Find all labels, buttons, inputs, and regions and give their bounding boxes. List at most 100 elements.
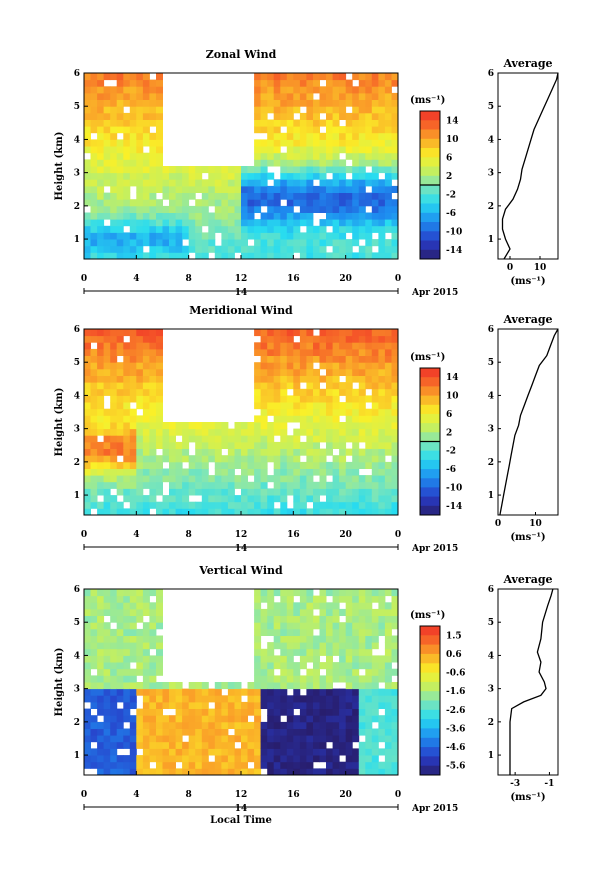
heatmap-cell xyxy=(136,388,144,396)
heatmap-cell xyxy=(352,508,360,516)
heatmap-cell xyxy=(365,622,373,630)
heatmap-cell xyxy=(293,232,301,240)
heatmap-cell xyxy=(136,335,144,343)
heatmap-cell xyxy=(306,219,314,227)
heatmap-cell xyxy=(313,662,320,670)
heatmap-cell xyxy=(313,688,320,696)
heatmap-cell xyxy=(352,608,360,616)
heatmap-cell xyxy=(97,501,105,509)
heatmap-cell xyxy=(162,172,170,180)
heatmap-cell xyxy=(208,488,216,496)
heatmap-cell xyxy=(391,668,399,676)
heatmap-cell xyxy=(182,185,190,193)
heatmap-cell xyxy=(299,388,307,396)
heatmap-cell xyxy=(273,508,281,516)
heatmap-cell xyxy=(384,761,392,769)
heatmap-cell xyxy=(345,329,353,337)
heatmap-cell xyxy=(116,172,124,180)
heatmap-cell xyxy=(129,755,137,763)
heatmap-cell xyxy=(129,99,137,107)
heatmap-cell xyxy=(358,86,366,94)
heatmap-cell xyxy=(247,721,255,729)
heatmap-cell xyxy=(371,461,379,469)
heatmap-cell xyxy=(286,368,294,376)
colorbar-tick-label: 0.6 xyxy=(446,650,462,660)
heatmap-cell xyxy=(90,448,98,456)
heatmap-cell xyxy=(339,668,347,676)
heatmap-cell xyxy=(339,728,347,736)
heatmap-cell xyxy=(136,728,144,736)
heatmap-cell xyxy=(332,595,340,603)
heatmap-cell xyxy=(227,179,235,187)
heatmap-cell xyxy=(221,239,229,247)
heatmap-cell xyxy=(84,185,91,193)
heatmap-cell xyxy=(149,219,157,227)
heatmap-cell xyxy=(299,595,307,603)
heatmap-cell xyxy=(306,608,314,616)
heatmap-cell xyxy=(156,441,163,449)
heatmap-cell xyxy=(142,655,150,663)
heatmap-cell xyxy=(352,501,360,509)
heatmap-cell xyxy=(156,635,163,643)
heatmap-cell xyxy=(352,448,360,456)
x-tick-label: 20 xyxy=(339,530,352,540)
heatmap-cell xyxy=(254,448,262,456)
profile-y-tick-label: 6 xyxy=(488,69,494,79)
heatmap-cell xyxy=(142,715,150,723)
heatmap-cell xyxy=(332,86,340,94)
heatmap-cell xyxy=(384,245,392,253)
heatmap-cell xyxy=(221,728,229,736)
heatmap-cell xyxy=(391,362,399,370)
heatmap-cell xyxy=(273,715,281,723)
heatmap-cell xyxy=(129,741,137,749)
heatmap-cell xyxy=(384,608,392,616)
heatmap-cell xyxy=(254,225,262,233)
heatmap-cell xyxy=(169,232,176,240)
heatmap-cell xyxy=(162,428,170,436)
heatmap-cell xyxy=(175,448,183,456)
heatmap-cell xyxy=(129,73,137,81)
heatmap-cell xyxy=(182,755,190,763)
heatmap-cell xyxy=(116,608,124,616)
heatmap-cell xyxy=(326,715,333,723)
heatmap-cell xyxy=(280,152,288,160)
heatmap-cell xyxy=(90,139,98,147)
heatmap-cell xyxy=(326,152,333,160)
heatmap-cell xyxy=(326,441,333,449)
heatmap-cell xyxy=(149,245,157,253)
heatmap-cell xyxy=(293,415,301,423)
heatmap-cell xyxy=(280,239,288,247)
heatmap-cell xyxy=(345,728,353,736)
heatmap-cell xyxy=(260,461,268,469)
heatmap-cell xyxy=(306,375,314,383)
heatmap-cell xyxy=(136,106,144,114)
heatmap-cell xyxy=(162,755,170,763)
heatmap-cell xyxy=(273,475,281,483)
heatmap-cell xyxy=(129,682,137,690)
heatmap-cell xyxy=(201,761,209,769)
heatmap-cell xyxy=(110,481,118,489)
heatmap-cell xyxy=(345,342,353,350)
heatmap-cell xyxy=(286,395,294,403)
heatmap-cell xyxy=(214,225,222,233)
heatmap-cell xyxy=(358,715,366,723)
heatmap-cell xyxy=(195,199,203,207)
heatmap-cell xyxy=(260,166,268,174)
colorbar-swatch xyxy=(420,709,440,720)
heatmap-cell xyxy=(391,408,399,416)
heatmap-cell xyxy=(352,99,360,107)
heatmap-cell xyxy=(371,675,379,683)
heatmap-cell xyxy=(182,728,190,736)
heatmap-cell xyxy=(234,481,242,489)
heatmap-cell xyxy=(299,375,307,383)
heatmap-cell xyxy=(273,382,281,390)
profile-frame xyxy=(497,588,559,776)
heatmap-cell xyxy=(254,701,262,709)
heatmap-cell xyxy=(149,112,157,120)
heatmap-cell xyxy=(378,159,386,167)
heatmap-cell xyxy=(352,428,360,436)
heatmap-cell xyxy=(201,199,209,207)
heatmap-cell xyxy=(280,119,288,127)
heatmap-cell xyxy=(201,232,209,240)
heatmap-cell xyxy=(371,408,379,416)
